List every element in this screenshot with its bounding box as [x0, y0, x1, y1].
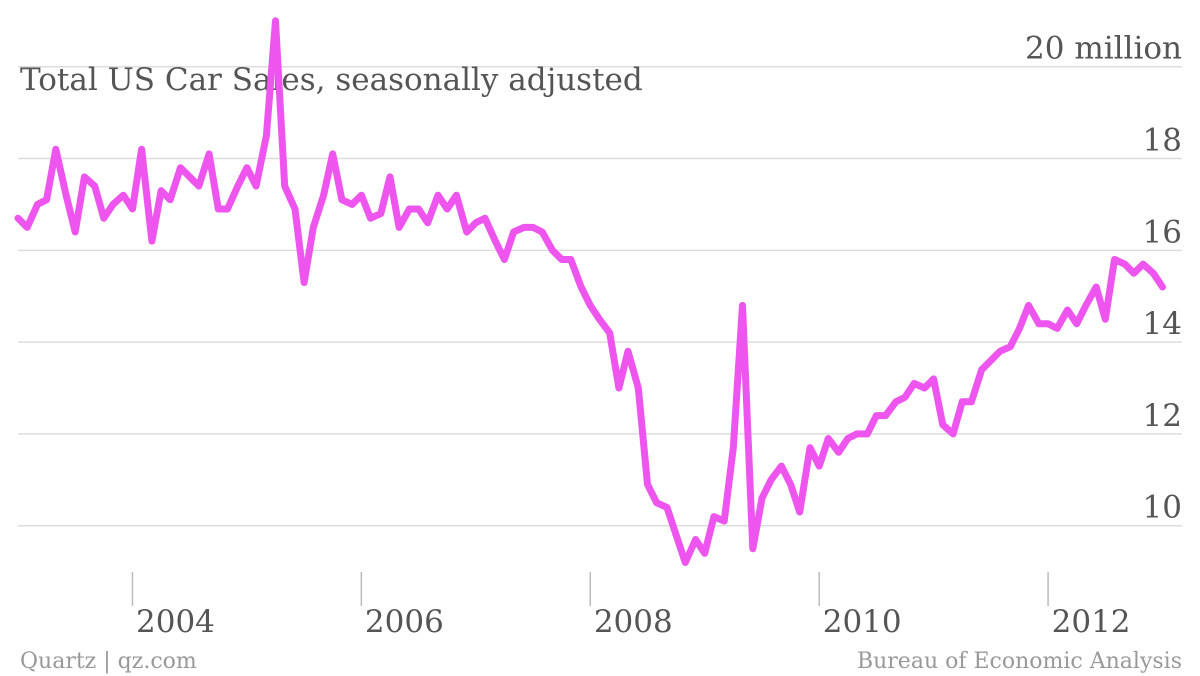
y-axis: 10 12 14 16 18 20 million [1025, 31, 1182, 526]
y-tick-label-14: 14 [1143, 306, 1182, 342]
x-tick-label-2012: 2012 [1052, 604, 1131, 640]
gridlines [18, 65, 1182, 527]
chart-title: Total US Car Sales, seasonally adjusted [20, 62, 643, 98]
y-tick-label-16: 16 [1143, 214, 1182, 250]
y-tick-label-10: 10 [1143, 490, 1182, 526]
y-tick-label-12: 12 [1143, 398, 1182, 434]
x-tick-label-2006: 2006 [365, 604, 444, 640]
footer-source-right: Bureau of Economic Analysis [857, 649, 1182, 674]
footer-source-left: Quartz | qz.com [20, 649, 197, 674]
x-axis: 2004 2006 2008 2010 2012 [131, 572, 1131, 640]
y-tick-label-18: 18 [1143, 123, 1182, 159]
y-tick-label-20: 20 million [1025, 31, 1182, 67]
series-layer [14, 17, 1166, 566]
series-line-0 [14, 17, 1166, 566]
x-tick-label-2008: 2008 [594, 604, 673, 640]
x-tick-label-2004: 2004 [136, 604, 215, 640]
x-tick-label-2010: 2010 [823, 604, 902, 640]
